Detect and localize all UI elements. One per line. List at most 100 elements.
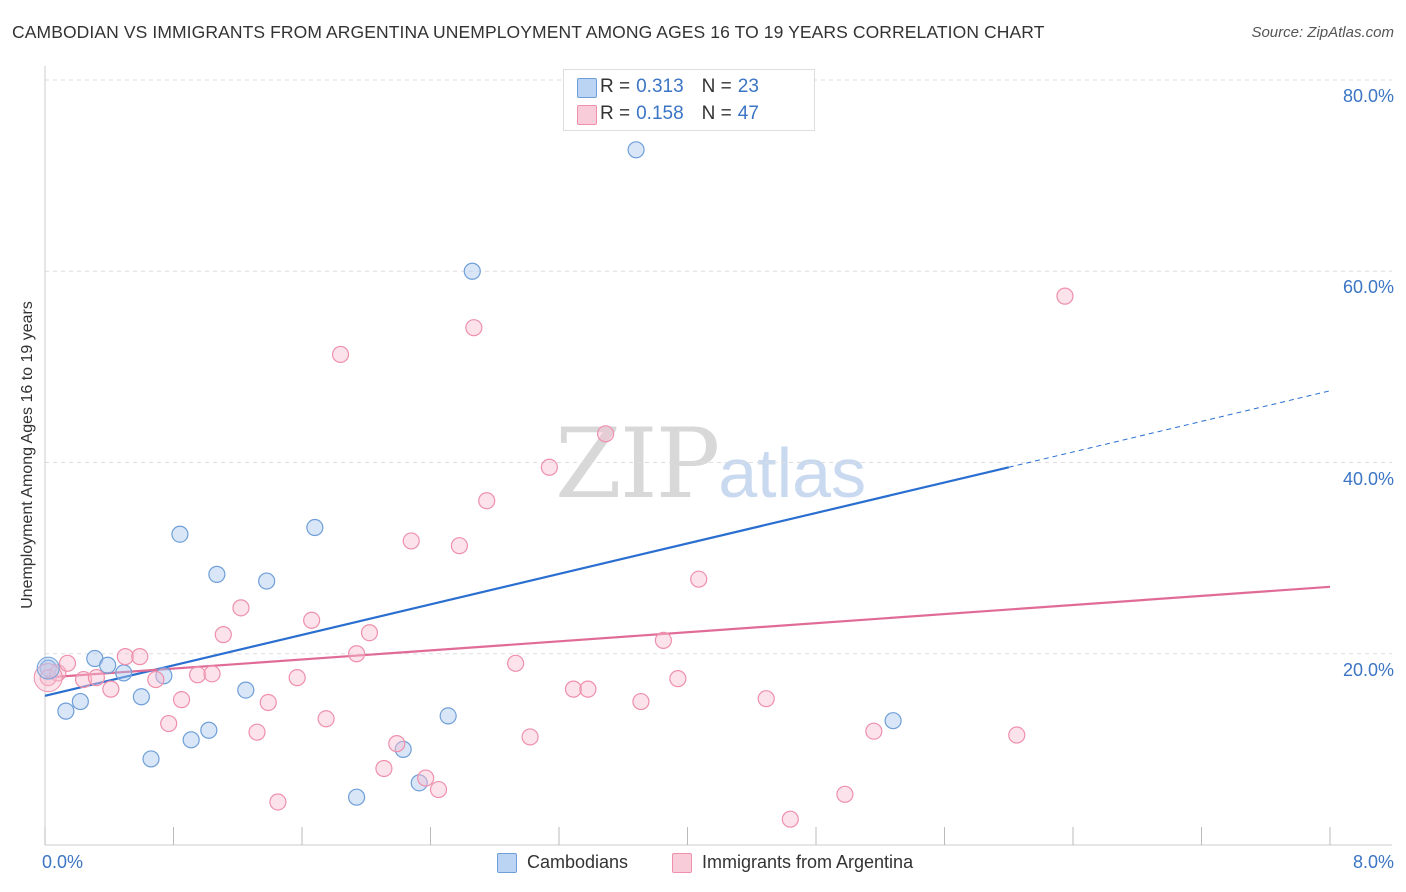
argentina-point: [131, 648, 149, 666]
watermark: ZIPatlas: [555, 408, 866, 520]
argentina-point: [160, 714, 178, 733]
argentina-point: [579, 680, 597, 698]
y-tick-label: 20.0%: [1342, 659, 1394, 680]
argentina-point: [203, 665, 221, 683]
argentina-point: [465, 319, 483, 337]
argentina-point: [360, 624, 379, 642]
argentina-point: [102, 680, 120, 698]
argentina-point: [288, 669, 306, 687]
argentina-point: [269, 793, 287, 811]
cambodians-point: [237, 681, 255, 699]
y-tick-label: 40.0%: [1342, 468, 1394, 489]
cambodians-point: [57, 702, 75, 720]
argentina-trend-line: [44, 585, 1331, 679]
cambodians-swatch: [577, 78, 597, 98]
stats-row-argentina: R = 0.158 N = 47: [577, 101, 759, 127]
cambodians-point: [132, 688, 150, 706]
argentina-point: [116, 648, 134, 666]
cambodians-point: [182, 731, 200, 749]
argentina-point: [632, 692, 650, 711]
cambodians-legend-swatch: [497, 852, 517, 873]
argentina-point: [172, 691, 191, 709]
cambodians-point: [463, 262, 481, 280]
stats-row-cambodians: R = 0.313 N = 23: [577, 74, 759, 100]
n-value: 23: [737, 76, 759, 97]
r-value: 0.313: [636, 76, 684, 97]
argentina-point: [188, 666, 207, 684]
argentina-point: [248, 723, 266, 741]
argentina-point: [402, 532, 420, 550]
argentina-point: [303, 611, 321, 629]
argentina-point: [1008, 726, 1026, 744]
argentina-point: [596, 425, 615, 443]
argentina-point: [757, 690, 775, 708]
cambodians-point: [142, 750, 160, 768]
x-tick-label-max: 8.0%: [1352, 852, 1394, 872]
argentina-point: [564, 680, 583, 698]
argentina-point: [654, 631, 673, 649]
argentina-point: [388, 735, 406, 753]
argentina-legend-swatch: [672, 852, 692, 873]
cambodians-point: [200, 721, 218, 739]
argentina-point: [33, 663, 63, 693]
legend-item-argentina: Immigrants from Argentina: [672, 852, 913, 873]
argentina-point: [1056, 287, 1074, 305]
n-value: 47: [737, 103, 759, 124]
stats-legend: R = 0.313 N = 23 R = 0.158 N = 47: [563, 69, 815, 131]
cambodians-point: [155, 667, 173, 685]
argentina-point: [39, 669, 57, 687]
argentina-point: [259, 693, 277, 712]
argentina-point: [317, 710, 335, 728]
cambodians-point: [171, 525, 189, 543]
argentina-point: [214, 626, 232, 644]
cambodians-trend-extension: [1008, 390, 1331, 468]
argentina-point: [478, 492, 496, 510]
cambodians-point: [208, 565, 226, 583]
axes: [44, 66, 1392, 846]
cambodians-point: [99, 656, 117, 674]
cambodians-point: [115, 664, 133, 682]
y-axis-label: Unemployment Among Ages 16 to 19 years: [19, 301, 36, 609]
cambodians-point: [71, 692, 89, 711]
argentina-swatch: [577, 105, 597, 125]
r-label: R =: [600, 103, 631, 124]
argentina-point: [87, 669, 106, 687]
cambodians-point: [439, 707, 457, 725]
grid-lines: [45, 79, 1392, 655]
y-tick-label: 80.0%: [1342, 86, 1394, 106]
argentina-point: [540, 458, 558, 476]
source-label: Source: ZipAtlas.com: [1251, 24, 1394, 41]
trend-lines: [44, 390, 1331, 697]
watermark-zip: ZIP: [555, 408, 720, 520]
n-label: N =: [701, 76, 732, 97]
n-label: N =: [701, 103, 732, 124]
argentina-point: [348, 645, 366, 663]
cambodians-point: [884, 712, 902, 730]
argentina-point: [507, 654, 525, 672]
data-points: [33, 141, 1074, 828]
legend-item-cambodians: Cambodians: [497, 852, 628, 873]
argentina-point: [232, 599, 250, 617]
argentina-point: [375, 759, 393, 778]
cambodians-point: [258, 572, 276, 590]
argentina-point: [690, 570, 708, 588]
r-value: 0.158: [636, 103, 684, 124]
chart-title: CAMBODIAN VS IMMIGRANTS FROM ARGENTINA U…: [12, 22, 1045, 42]
cambodians-point: [306, 518, 324, 537]
argentina-point: [781, 810, 799, 828]
y-tick-label: 60.0%: [1342, 277, 1394, 298]
watermark-atlas: atlas: [718, 434, 867, 512]
argentina-point: [669, 670, 687, 688]
cambodians-trend-line: [44, 466, 1010, 697]
cambodians-point: [394, 740, 412, 758]
argentina-point: [836, 785, 854, 803]
cambodians-point: [36, 656, 60, 680]
argentina-point: [521, 728, 539, 746]
argentina-point: [147, 670, 165, 689]
legend-label-argentina: Immigrants from Argentina: [702, 852, 914, 872]
argentina-point: [417, 769, 435, 787]
argentina-point: [450, 537, 469, 555]
legend-label-cambodians: Cambodians: [527, 852, 629, 872]
argentina-point: [429, 780, 448, 799]
